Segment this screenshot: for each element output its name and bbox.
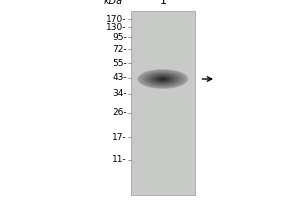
Ellipse shape: [161, 78, 164, 80]
Text: 72-: 72-: [112, 45, 127, 53]
Ellipse shape: [137, 69, 188, 89]
Ellipse shape: [144, 72, 181, 86]
Ellipse shape: [142, 71, 184, 87]
Text: 130-: 130-: [106, 22, 127, 31]
Text: 11-: 11-: [112, 156, 127, 164]
Ellipse shape: [139, 70, 187, 88]
Text: 170-: 170-: [106, 15, 127, 23]
Ellipse shape: [146, 72, 180, 86]
Ellipse shape: [147, 73, 178, 85]
Ellipse shape: [153, 75, 173, 83]
Text: 95-: 95-: [112, 32, 127, 42]
Ellipse shape: [152, 75, 174, 83]
Text: 17-: 17-: [112, 133, 127, 142]
Text: 34-: 34-: [112, 90, 127, 98]
Ellipse shape: [148, 74, 177, 84]
Ellipse shape: [140, 70, 185, 88]
Text: 43-: 43-: [112, 73, 127, 82]
Bar: [130, 11, 195, 195]
Text: 1: 1: [159, 0, 167, 6]
Text: 26-: 26-: [112, 108, 127, 117]
Ellipse shape: [154, 76, 171, 82]
Ellipse shape: [160, 78, 166, 80]
Ellipse shape: [158, 77, 167, 81]
Text: 55-: 55-: [112, 58, 127, 68]
Ellipse shape: [156, 76, 170, 82]
Ellipse shape: [143, 71, 183, 87]
Text: kDa: kDa: [104, 0, 123, 6]
Ellipse shape: [157, 77, 168, 81]
Ellipse shape: [150, 74, 176, 84]
